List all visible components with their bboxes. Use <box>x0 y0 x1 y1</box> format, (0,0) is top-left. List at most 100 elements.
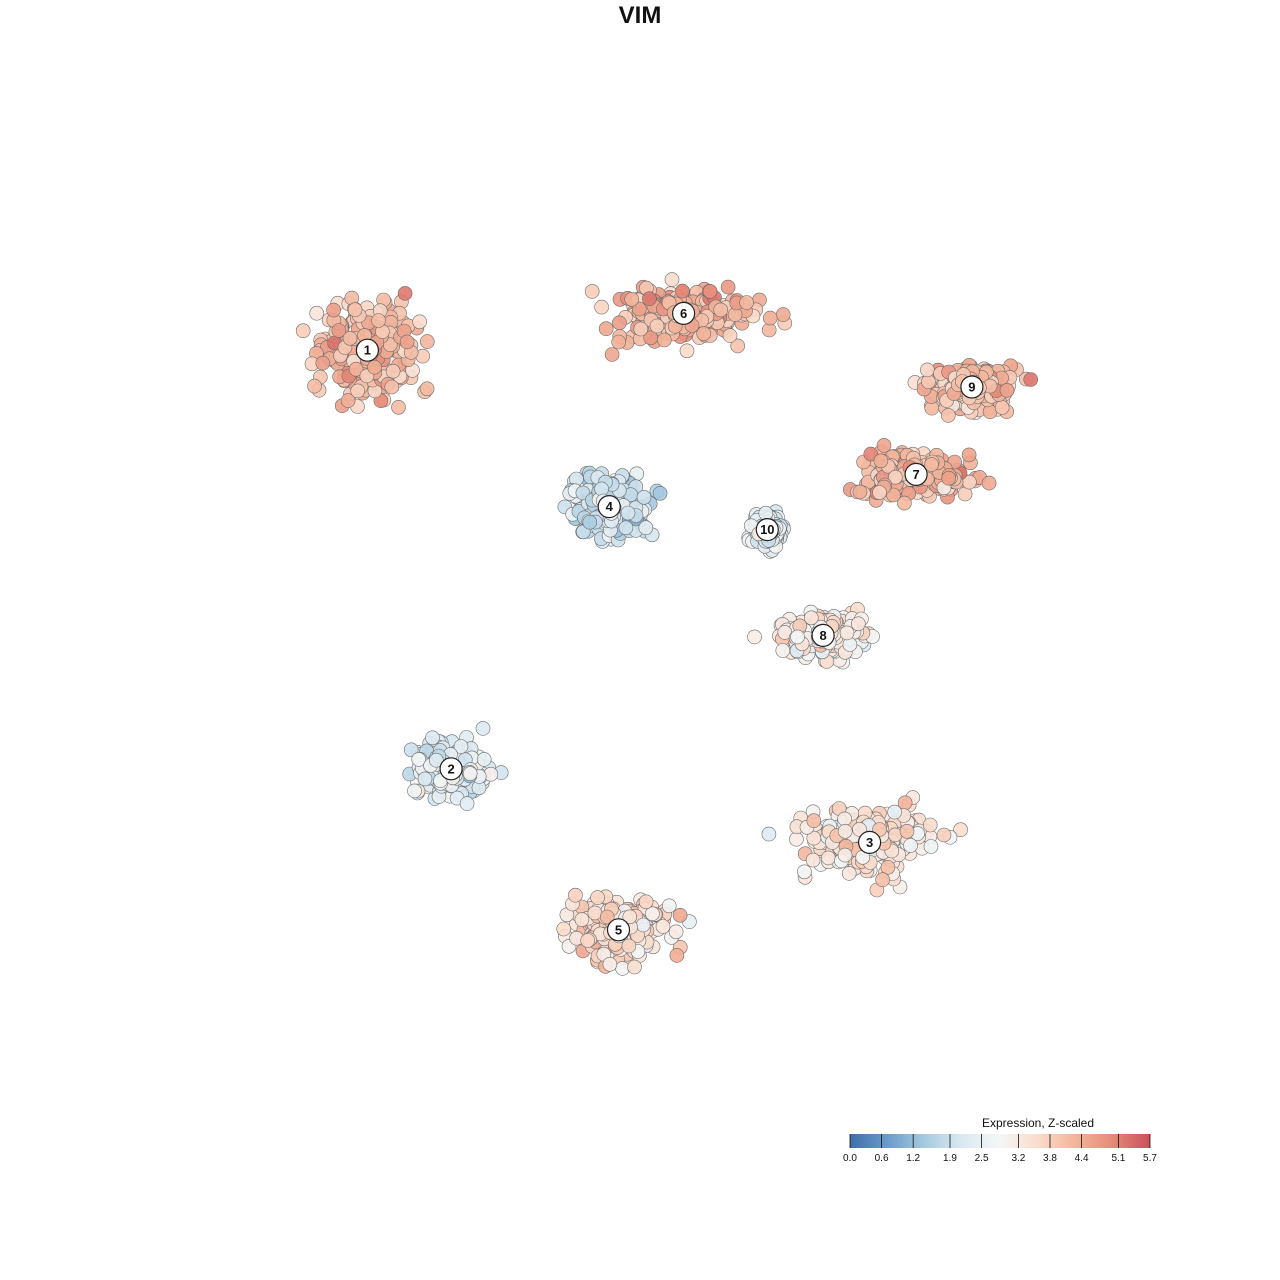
cell-point-259 <box>371 313 386 328</box>
cluster-label-5: 5 <box>606 918 631 942</box>
cell-point-1799 <box>850 616 866 632</box>
cell-point-513 <box>656 332 672 348</box>
cell-point-304 <box>730 338 746 354</box>
cell-point-2170 <box>789 831 804 847</box>
cell-point-477 <box>612 315 627 331</box>
cell-point-2020 <box>407 783 422 799</box>
cell-point-902 <box>863 446 879 462</box>
cell-point-2380 <box>556 921 572 937</box>
cell-point-506 <box>642 291 657 307</box>
cell-point-2493 <box>661 898 677 914</box>
cluster-labels: 1 6 9 7 4 10 8 2 3 5 <box>355 301 984 942</box>
cell-point-509 <box>649 318 665 334</box>
cell-point-237 <box>326 302 341 318</box>
cell-point-1028 <box>886 487 901 503</box>
cluster-label-marker <box>606 918 631 942</box>
cell-point-1816 <box>803 610 819 626</box>
legend-tick-label: 2.5 <box>975 1153 989 1164</box>
cell-point-2278 <box>922 817 938 833</box>
cell-point-248 <box>412 314 427 330</box>
cell-points <box>295 272 1038 976</box>
cluster-label-text: 6 <box>680 306 687 321</box>
cell-point-245 <box>385 363 401 379</box>
cell-point-1288 <box>636 489 652 505</box>
legend-tick-label: 1.9 <box>943 1153 957 1164</box>
cell-point-2320 <box>875 872 890 888</box>
cell-point-734 <box>920 362 935 378</box>
cell-point-426 <box>604 347 620 362</box>
cell-point-2566 <box>672 907 688 923</box>
cell-point-276 <box>594 299 609 315</box>
cluster-label-marker <box>671 301 696 325</box>
cell-point-2587 <box>599 909 615 925</box>
cell-point-2317 <box>761 826 777 842</box>
cluster-label-text: 10 <box>760 522 774 537</box>
cell-point-2596 <box>622 909 638 925</box>
cell-point-1299 <box>582 514 598 530</box>
cell-point-1037 <box>873 453 889 469</box>
cell-point-282 <box>679 343 695 359</box>
cell-point-1812 <box>790 629 805 645</box>
cell-point-495 <box>775 307 791 322</box>
color-legend: Expression, Z-scaled 0.0 0.6 1.2 1.9 2.5 3.2 3… <box>843 1116 1157 1164</box>
cell-point-2339 <box>837 847 853 863</box>
cell-point-2078 <box>459 796 475 811</box>
cell-point-2079 <box>428 752 444 768</box>
cell-point-2553 <box>638 894 654 910</box>
cell-point-2300 <box>880 859 896 875</box>
cluster-label-text: 2 <box>447 761 454 776</box>
cell-point-238 <box>350 383 366 399</box>
cell-point-497 <box>713 302 729 318</box>
cell-point-1039 <box>872 485 887 500</box>
chart-title: VIM <box>618 2 662 29</box>
cell-point-489 <box>631 301 647 317</box>
cell-point-235 <box>348 361 364 377</box>
cluster-label-marker <box>857 830 882 855</box>
cell-point-970 <box>876 438 892 453</box>
cell-point-2598 <box>590 890 605 905</box>
cell-point-257 <box>384 379 400 395</box>
cluster-label-marker <box>904 462 928 486</box>
cell-point-1819 <box>839 625 855 641</box>
cell-point-1268 <box>652 485 668 501</box>
cell-point-2024 <box>425 730 440 746</box>
cell-point-2306 <box>899 823 915 839</box>
cluster-label-text: 7 <box>912 467 919 482</box>
cell-point-214 <box>307 378 322 394</box>
legend-ticks: 0.0 0.6 1.2 1.9 2.5 3.2 3.8 4.4 5.1 5.7 <box>843 1134 1157 1164</box>
cell-point-253 <box>399 334 415 350</box>
cell-point-2242 <box>806 813 822 829</box>
cell-point-950 <box>981 475 997 491</box>
cell-point-1787 <box>747 629 762 645</box>
cluster-label-text: 5 <box>615 922 622 937</box>
cell-point-742 <box>994 400 1010 415</box>
cell-point-2576 <box>574 912 590 927</box>
cell-point-587 <box>1023 372 1038 387</box>
cluster-label-marker <box>355 338 379 362</box>
cell-point-207 <box>315 355 331 371</box>
cell-point-2310 <box>923 839 939 854</box>
cell-point-250 <box>309 305 325 321</box>
cluster-label-text: 4 <box>606 499 614 514</box>
cell-point-2289 <box>841 866 857 881</box>
cell-point-701 <box>940 408 956 423</box>
cell-point-501 <box>702 284 718 299</box>
cell-point-2595 <box>602 956 618 972</box>
cell-point-233 <box>340 393 356 408</box>
cell-point-1017 <box>897 495 912 511</box>
cell-point-2483 <box>669 948 685 963</box>
cell-point-2326 <box>837 823 853 839</box>
cell-point-2323 <box>837 811 852 827</box>
cell-point-232 <box>391 399 406 415</box>
cluster-label-3: 3 <box>857 830 882 855</box>
cell-point-1277 <box>618 520 634 536</box>
cell-point-470 <box>722 328 738 343</box>
legend-tick-label: 4.4 <box>1075 1153 1089 1164</box>
legend-tick-label: 5.7 <box>1143 1153 1157 1164</box>
cell-point-2551 <box>627 959 642 975</box>
cell-point-2599 <box>580 933 596 948</box>
cell-point-46 <box>295 323 311 339</box>
cluster-label-7: 7 <box>904 462 928 486</box>
cell-point-2061 <box>453 739 469 754</box>
